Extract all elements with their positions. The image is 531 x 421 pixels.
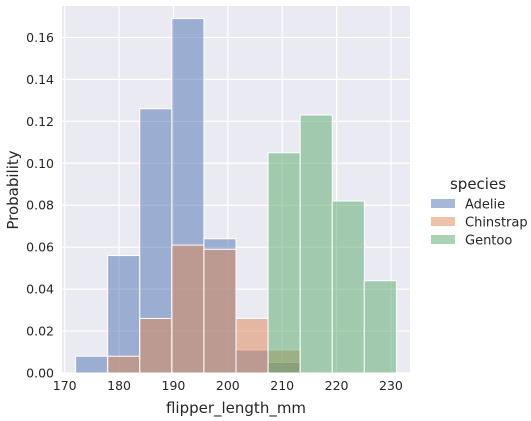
y-tick-label: 0.12 [26, 114, 54, 129]
x-tick-labels: 170 180 190 200 210 220 230 [53, 378, 403, 393]
bar-chinstrap [139, 317, 173, 374]
x-axis-label: flipper_length_mm [166, 399, 306, 418]
legend-swatch-chinstrap [431, 217, 455, 226]
legend: species Adelie Chinstrap Gentoo [431, 175, 528, 249]
y-tick-label: 0.16 [26, 30, 54, 45]
x-tick-label: 200 [216, 378, 240, 393]
bar-gentoo [267, 152, 301, 374]
bar-chinstrap [171, 244, 205, 374]
y-tick-label: 0.04 [26, 282, 54, 297]
bar-chinstrap [107, 355, 141, 374]
bar-gentoo [299, 114, 333, 374]
y-tick-label: 0.00 [26, 366, 54, 381]
x-tick-label: 230 [379, 378, 403, 393]
x-tick-label: 190 [162, 378, 186, 393]
y-tick-label: 0.14 [26, 72, 54, 87]
y-tick-label: 0.02 [26, 324, 54, 339]
bar-chinstrap [203, 248, 237, 374]
legend-title: species [450, 175, 506, 193]
y-tick-label: 0.08 [26, 198, 54, 213]
x-tick-label: 210 [270, 378, 294, 393]
legend-label-gentoo: Gentoo [465, 234, 512, 249]
x-tick-label: 220 [325, 378, 349, 393]
x-tick-label: 170 [53, 378, 77, 393]
bar-adelie [75, 355, 109, 374]
y-tick-label: 0.10 [26, 156, 54, 171]
legend-label-adelie: Adelie [465, 198, 505, 213]
y-tick-labels: 0.00 0.02 0.04 0.06 0.08 0.10 0.12 0.14 0.16 [26, 30, 54, 381]
y-axis-label: Probability [4, 150, 22, 229]
bar-gentoo [363, 280, 397, 374]
bars-layer [75, 18, 397, 374]
y-tick-label: 0.06 [26, 240, 54, 255]
bar-gentoo [331, 200, 365, 374]
bar-chinstrap [235, 317, 269, 374]
legend-swatch-adelie [431, 199, 455, 208]
x-tick-label: 180 [107, 378, 131, 393]
bar-adelie [107, 255, 141, 374]
legend-label-chinstrap: Chinstrap [465, 216, 528, 231]
legend-swatch-gentoo [431, 235, 455, 244]
